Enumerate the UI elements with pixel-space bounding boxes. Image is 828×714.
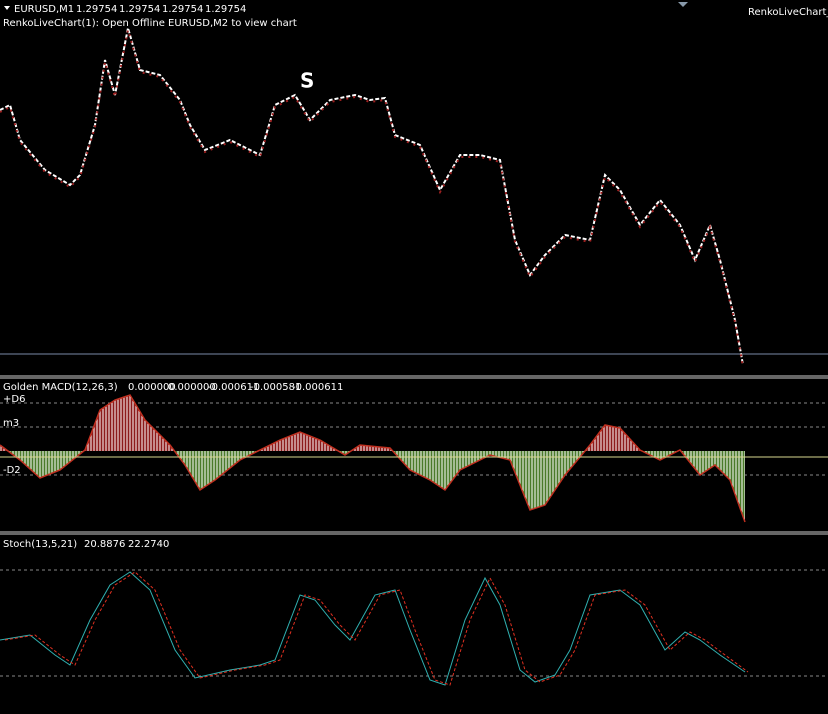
macd-value: -0.000581 — [250, 382, 301, 393]
stoch-main — [0, 571, 746, 686]
quote: 1.29754 — [119, 4, 160, 15]
renko-bricks-down — [0, 29, 744, 368]
macd-label: Golden MACD(12,26,3) — [3, 382, 118, 393]
macd-value: -0.000611 — [208, 382, 259, 393]
stoch-value: 22.2740 — [128, 539, 169, 550]
menu-arrow[interactable] — [4, 6, 10, 10]
macd-value: 0.000000 — [128, 382, 176, 393]
macd-histogram — [0, 394, 746, 523]
stoch-label: Stoch(13,5,21) — [3, 539, 77, 550]
level-label: m3 — [3, 418, 19, 429]
corner-label: RenkoLiveChart_v3 — [748, 7, 828, 18]
symbol: EURUSD,M1 — [14, 4, 74, 15]
stoch-signal — [4, 571, 749, 686]
macd-value: -0.000611 — [292, 382, 343, 393]
level-label: -D2 — [3, 465, 21, 476]
stoch-value: 20.8876 — [84, 539, 125, 550]
scroll-marker — [678, 2, 688, 7]
macd-value: 0.000000 — [168, 382, 216, 393]
signal-label: S — [300, 69, 314, 93]
indicator-label: RenkoLiveChart(1): Open Offline EURUSD,M… — [3, 18, 297, 29]
level-label: +D6 — [3, 394, 25, 405]
quote: 1.29754 — [162, 4, 203, 15]
quote: 1.29754 — [205, 4, 246, 15]
quote: 1.29754 — [76, 4, 117, 15]
